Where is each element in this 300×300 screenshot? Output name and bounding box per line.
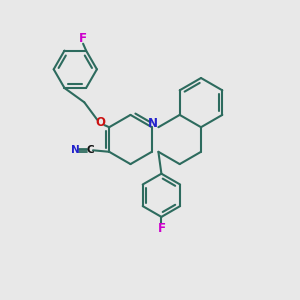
Text: N: N: [70, 145, 80, 155]
Text: F: F: [158, 222, 165, 235]
Text: F: F: [79, 32, 87, 45]
Text: C: C: [87, 145, 94, 155]
Text: O: O: [96, 116, 106, 129]
Text: N: N: [147, 117, 158, 130]
